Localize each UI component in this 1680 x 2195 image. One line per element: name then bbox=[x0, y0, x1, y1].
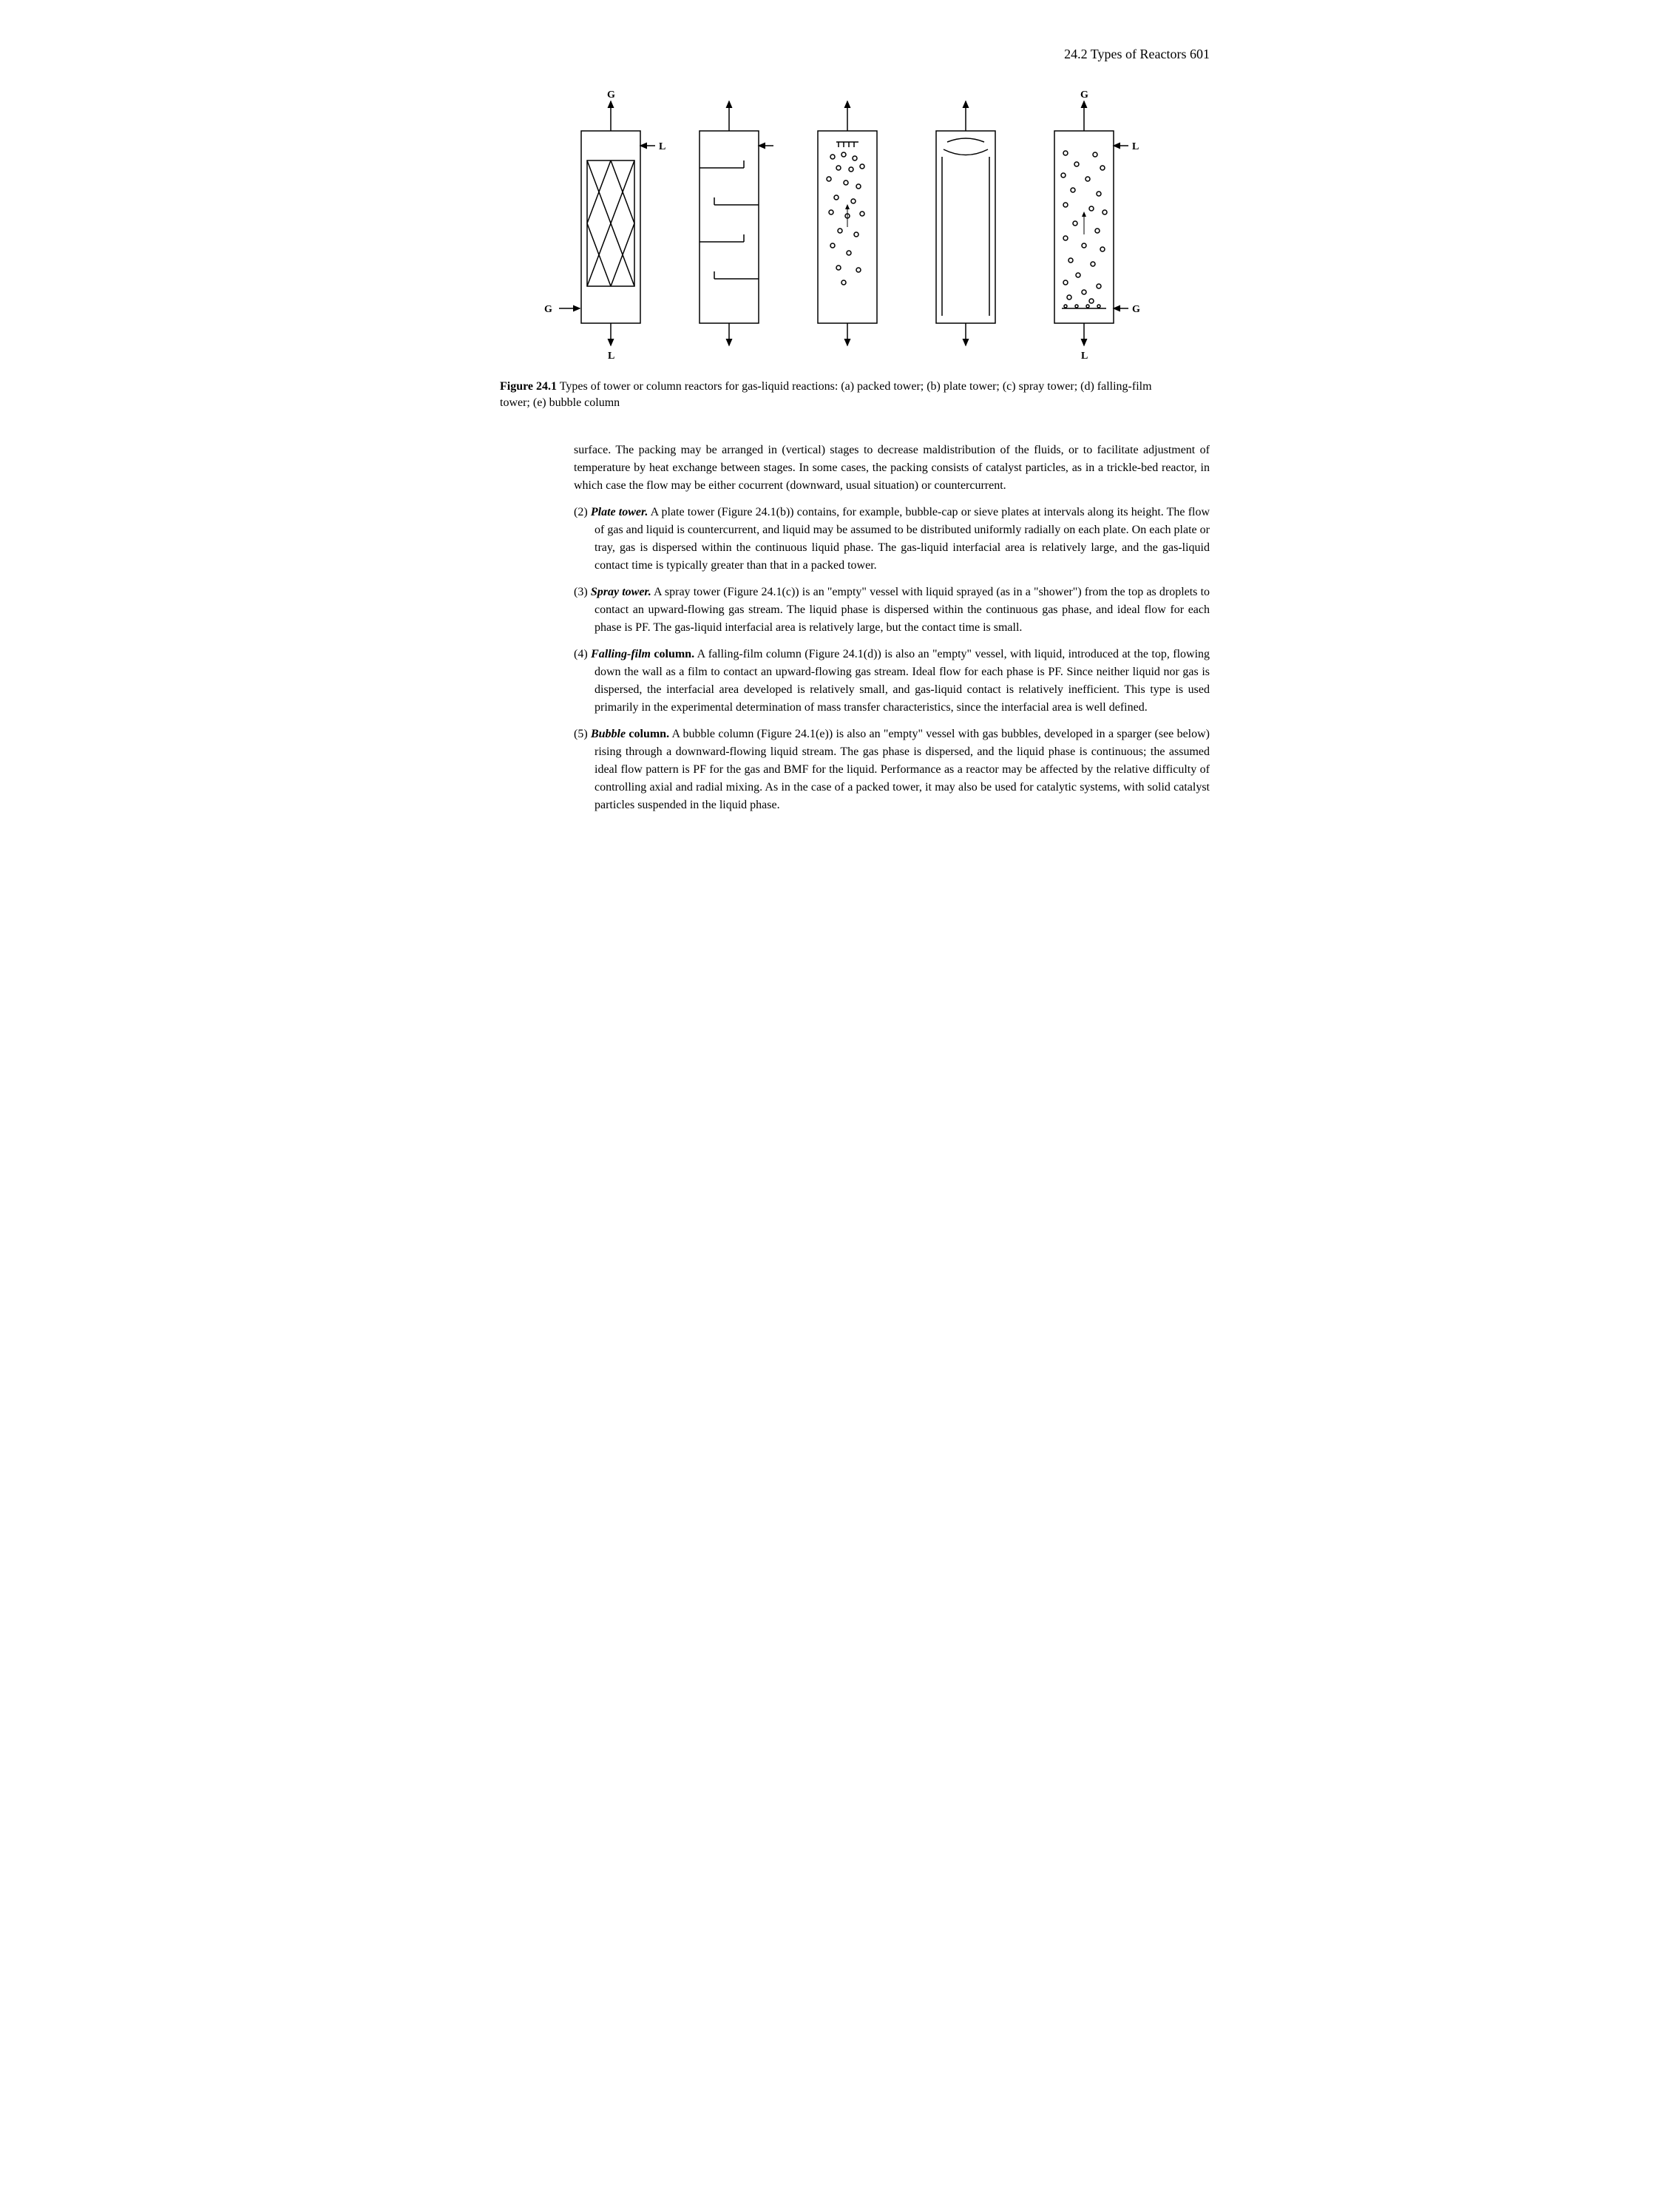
item-text: A spray tower (Figure 24.1(c)) is an "em… bbox=[595, 586, 1210, 634]
item-number: (3) bbox=[574, 586, 588, 598]
list-item-5: (5) Bubble column. A bubble column (Figu… bbox=[574, 726, 1210, 814]
item-number: (4) bbox=[574, 648, 588, 660]
item-term: Plate tower. bbox=[591, 506, 648, 518]
reactor-diagrams: G L G L (a) bbox=[522, 87, 1158, 368]
item-number: (5) bbox=[574, 728, 588, 740]
svg-text:(e): (e) bbox=[1077, 367, 1088, 368]
item-term: Spray tower. bbox=[591, 586, 651, 598]
svg-text:G: G bbox=[1132, 304, 1140, 315]
svg-text:L: L bbox=[659, 141, 665, 152]
list-item-3: (3) Spray tower. A spray tower (Figure 2… bbox=[574, 584, 1210, 637]
svg-text:G: G bbox=[544, 304, 552, 315]
body-text: surface. The packing may be arranged in … bbox=[574, 442, 1210, 814]
figure-caption-text: Types of tower or column reactors for ga… bbox=[500, 380, 1152, 409]
svg-text:L: L bbox=[1132, 141, 1139, 152]
svg-text:(b): (b) bbox=[722, 367, 734, 368]
item-term2: column. bbox=[626, 728, 669, 740]
item-term: Falling-film bbox=[591, 648, 651, 660]
list-item-2: (2) Plate tower. A plate tower (Figure 2… bbox=[574, 504, 1210, 575]
section-label: 24.2 Types of Reactors bbox=[1064, 47, 1186, 61]
figure-number: Figure 24.1 bbox=[500, 380, 557, 393]
item-number: (2) bbox=[574, 506, 588, 518]
svg-text:(c): (c) bbox=[840, 367, 852, 368]
page-header: 24.2 Types of Reactors 601 bbox=[470, 44, 1210, 64]
svg-text:L: L bbox=[608, 351, 614, 362]
figure-caption: Figure 24.1 Types of tower or column rea… bbox=[500, 379, 1180, 412]
svg-text:(d): (d) bbox=[958, 367, 971, 368]
svg-text:(a): (a) bbox=[603, 367, 615, 368]
item-term2: column. bbox=[651, 648, 694, 660]
continuation-paragraph: surface. The packing may be arranged in … bbox=[574, 442, 1210, 495]
list-item-4: (4) Falling-film column. A falling-film … bbox=[574, 646, 1210, 717]
item-term: Bubble bbox=[591, 728, 626, 740]
item-text: A plate tower (Figure 24.1(b)) contains,… bbox=[595, 506, 1210, 572]
svg-text:L: L bbox=[1081, 351, 1088, 362]
svg-text:G: G bbox=[607, 89, 615, 101]
figure-container: G L G L (a) bbox=[470, 87, 1210, 412]
item-text: A bubble column (Figure 24.1(e)) is also… bbox=[595, 728, 1210, 811]
page-number: 601 bbox=[1190, 47, 1210, 61]
svg-text:G: G bbox=[1080, 89, 1088, 101]
